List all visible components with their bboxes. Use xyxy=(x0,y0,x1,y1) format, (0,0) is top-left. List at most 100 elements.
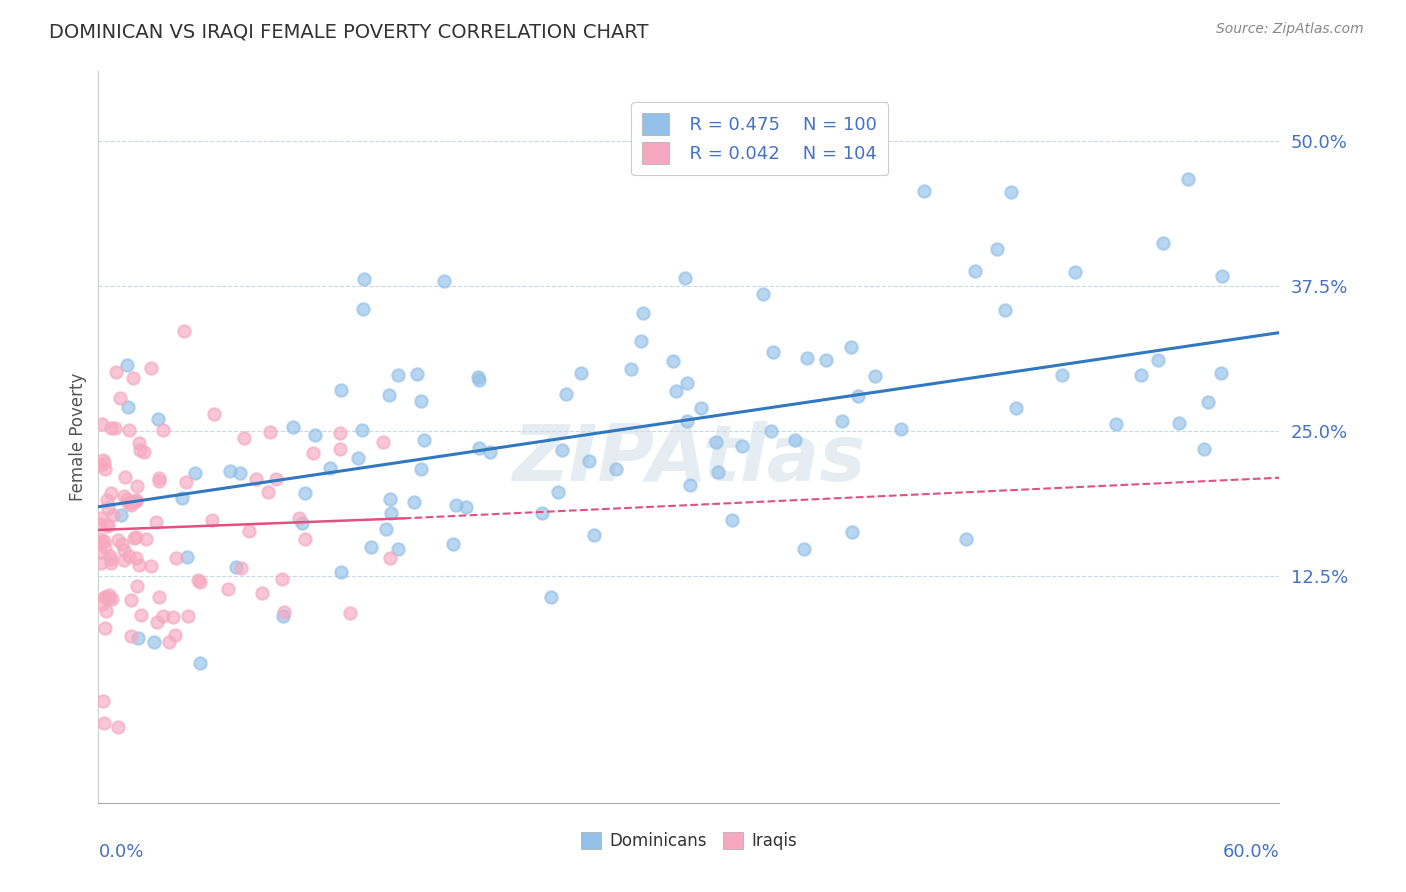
Point xyxy=(128,436,150,450)
Point xyxy=(94,604,117,618)
Point xyxy=(378,387,401,401)
Point xyxy=(132,445,155,459)
Point xyxy=(1105,417,1128,432)
Point xyxy=(467,369,489,384)
Point xyxy=(165,550,187,565)
Point xyxy=(409,462,432,476)
Point xyxy=(665,384,688,398)
Point xyxy=(121,592,143,607)
Point xyxy=(232,431,254,445)
Point xyxy=(257,485,280,500)
Point xyxy=(406,368,429,382)
Point xyxy=(170,491,193,505)
Point xyxy=(375,523,398,537)
Point xyxy=(690,401,713,416)
Text: ZIPAtlas: ZIPAtlas xyxy=(512,421,866,497)
Point xyxy=(152,608,174,623)
Point xyxy=(569,366,592,380)
Point xyxy=(97,501,120,516)
Point xyxy=(478,445,501,459)
Point xyxy=(783,434,806,448)
Point xyxy=(89,517,111,532)
Point xyxy=(291,516,314,530)
Point xyxy=(352,301,374,316)
Point xyxy=(815,352,838,367)
Point xyxy=(846,389,869,403)
Point xyxy=(704,434,727,449)
Point xyxy=(630,334,652,348)
Point xyxy=(912,184,935,198)
Point xyxy=(352,423,374,437)
Point xyxy=(162,610,184,624)
Point xyxy=(117,496,139,510)
Point xyxy=(90,510,112,524)
Point xyxy=(281,420,304,434)
Point xyxy=(110,391,132,405)
Point xyxy=(94,462,117,476)
Point xyxy=(100,421,122,435)
Point xyxy=(371,434,394,449)
Point xyxy=(225,559,247,574)
Point xyxy=(676,376,699,390)
Legend: Dominicans, Iraqis: Dominicans, Iraqis xyxy=(574,825,804,856)
Point xyxy=(91,534,114,549)
Point xyxy=(125,493,148,508)
Point xyxy=(413,433,436,447)
Point xyxy=(103,421,125,435)
Point xyxy=(360,541,382,555)
Point xyxy=(245,472,267,486)
Point xyxy=(107,533,129,548)
Point xyxy=(112,489,135,503)
Point xyxy=(190,575,212,590)
Point xyxy=(890,422,912,436)
Point xyxy=(273,605,295,619)
Point xyxy=(1005,401,1028,415)
Point xyxy=(110,537,132,551)
Point xyxy=(93,534,115,549)
Point xyxy=(444,499,467,513)
Point xyxy=(841,524,863,539)
Point xyxy=(288,510,311,524)
Point xyxy=(89,458,111,472)
Point xyxy=(271,608,294,623)
Point xyxy=(530,506,553,520)
Point xyxy=(97,518,120,533)
Point xyxy=(117,358,139,372)
Point xyxy=(114,552,136,566)
Point xyxy=(387,368,409,382)
Point xyxy=(176,549,198,564)
Point xyxy=(125,493,148,508)
Point xyxy=(1192,442,1215,457)
Point xyxy=(994,302,1017,317)
Point xyxy=(353,271,375,285)
Point xyxy=(1052,368,1074,382)
Point xyxy=(120,629,142,643)
Point xyxy=(330,383,353,397)
Point xyxy=(468,441,491,455)
Point xyxy=(673,271,696,285)
Point xyxy=(831,414,853,428)
Point xyxy=(1209,366,1232,380)
Point xyxy=(540,590,562,604)
Point xyxy=(1211,268,1233,283)
Point xyxy=(139,559,162,574)
Point xyxy=(707,465,730,479)
Point xyxy=(101,591,124,606)
Point xyxy=(152,424,174,438)
Point xyxy=(347,451,370,466)
Point xyxy=(329,442,352,457)
Point xyxy=(229,466,252,480)
Point xyxy=(319,461,342,475)
Point xyxy=(1167,416,1189,430)
Point xyxy=(294,486,316,500)
Point xyxy=(100,552,122,566)
Point xyxy=(547,484,569,499)
Point xyxy=(631,305,654,319)
Point xyxy=(110,508,132,522)
Point xyxy=(148,591,170,605)
Point xyxy=(839,341,862,355)
Point xyxy=(1063,265,1085,279)
Point xyxy=(107,720,129,734)
Point xyxy=(731,439,754,453)
Point xyxy=(93,715,115,730)
